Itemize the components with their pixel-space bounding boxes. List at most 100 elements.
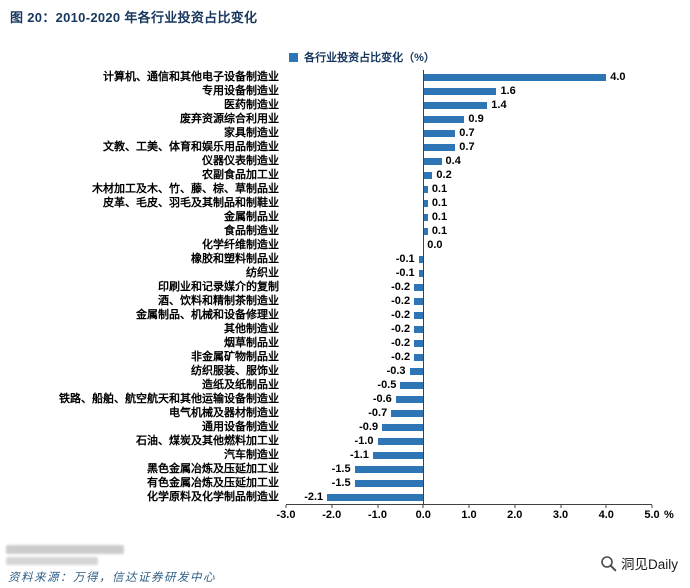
value-label: 0.7 [459, 127, 475, 139]
x-tick-mark [651, 505, 653, 508]
bar [414, 339, 424, 347]
x-tick-mark [560, 505, 561, 508]
category-label: 通用设备制造业 [202, 421, 279, 433]
category-label: 石油、煤炭及其他燃料加工业 [136, 435, 279, 447]
bar [423, 213, 428, 221]
bar-track: 0.2 [286, 168, 652, 182]
value-label: 4.0 [610, 71, 626, 83]
x-tick-mark [514, 505, 516, 508]
chart-row: 金属制品业 0.1 [0, 210, 690, 224]
bars-area: 计算机、通信和其他电子设备制造业 4.0 专用设备制造业 1.6 医药制造业 1.4 废弃资… [0, 70, 690, 504]
chart-row: 橡胶和塑料制品业 -0.1 [0, 252, 690, 266]
x-tick-label: 2.0 [507, 509, 523, 521]
bar [418, 255, 424, 263]
bar [409, 367, 424, 375]
value-label: 0.1 [431, 211, 448, 223]
value-label: -1.1 [349, 449, 369, 461]
value-label: -0.2 [391, 281, 411, 293]
category-label: 食品制造业 [224, 225, 279, 237]
bar-track: -1.5 [286, 476, 652, 490]
watermark-line [6, 545, 124, 554]
chart-row: 计算机、通信和其他电子设备制造业 4.0 [0, 70, 690, 84]
bar-track: -0.1 [286, 266, 652, 280]
chart-row: 专用设备制造业 1.6 [0, 84, 690, 98]
bar [414, 311, 424, 319]
bar [377, 437, 424, 445]
category-label: 仪器仪表制造业 [202, 155, 279, 167]
value-label: -1.0 [354, 435, 374, 447]
bar [423, 227, 428, 235]
category-label: 纺织业 [246, 267, 279, 279]
x-tick-mark [468, 505, 470, 508]
x-tick-label: -2.0 [322, 509, 342, 521]
legend-marker-icon [289, 52, 299, 62]
category-label: 专用设备制造业 [202, 85, 279, 97]
bar [327, 493, 424, 501]
bar-track: 0.7 [286, 140, 652, 154]
value-label: 0.1 [431, 225, 448, 237]
value-label: -0.2 [391, 351, 411, 363]
value-label: -1.5 [331, 477, 351, 489]
bar [418, 269, 424, 277]
x-tick-mark [422, 505, 424, 508]
value-label: -0.6 [372, 393, 392, 405]
x-tick-label: 4.0 [598, 509, 614, 521]
brand-badge: 洞见Daily [600, 553, 678, 573]
chart-row: 烟草制品业 -0.2 [0, 336, 690, 350]
bar [354, 465, 424, 473]
figure-title: 图 20：2010-2020 年各行业投资占比变化 [10, 10, 258, 25]
value-label: 0.0 [427, 239, 443, 251]
bar-track: 0.1 [286, 224, 652, 238]
bar-track: -1.0 [286, 434, 652, 448]
category-label: 木材加工及木、竹、藤、棕、草制品业 [92, 183, 279, 195]
illegible-watermark [6, 545, 124, 567]
bar [423, 73, 607, 81]
bar [372, 451, 424, 459]
category-label: 皮革、毛皮、羽毛及其制品和制鞋业 [103, 197, 279, 209]
category-label: 医药制造业 [224, 99, 279, 111]
value-label: -0.9 [359, 421, 379, 433]
value-label: -0.2 [391, 309, 411, 321]
bar-track: -0.7 [286, 406, 652, 420]
category-label: 铁路、船舶、航空航天和其他运输设备制造业 [59, 393, 279, 405]
chart-row: 废弃资源综合利用业 0.9 [0, 112, 690, 126]
x-axis: % -3.0 -2.0 -1.0 0.0 1.0 2.0 3.0 4.0 5.0 [277, 505, 674, 525]
bar-chart: 计算机、通信和其他电子设备制造业 4.0 专用设备制造业 1.6 医药制造业 1.4 废弃资… [0, 70, 690, 525]
bar [423, 157, 442, 165]
category-label: 家具制造业 [224, 127, 279, 139]
brand-name: 洞见Daily [620, 557, 678, 572]
value-label: -0.1 [395, 267, 415, 279]
value-label: 1.4 [491, 99, 507, 111]
chart-row: 家具制造业 0.7 [0, 126, 690, 140]
x-tick-label: 3.0 [552, 509, 569, 521]
bar-track: 0.7 [286, 126, 652, 140]
chart-row: 有色金属冶炼及压延加工业 -1.5 [0, 476, 690, 490]
bar [400, 381, 424, 389]
bar [395, 395, 424, 403]
magnifier-icon [601, 555, 617, 571]
category-label: 汽车制造业 [224, 449, 279, 461]
x-tick-mark [605, 505, 607, 508]
value-label: -0.1 [395, 253, 415, 265]
value-label: -2.1 [304, 491, 324, 503]
category-label: 有色金属冶炼及压延加工业 [147, 477, 279, 489]
bar [423, 199, 428, 207]
value-label: 0.1 [431, 183, 448, 195]
bar-track: -0.9 [286, 420, 652, 434]
chart-row: 造纸及纸制品业 -0.5 [0, 378, 690, 392]
chart-row: 黑色金属冶炼及压延加工业 -1.5 [0, 462, 690, 476]
chart-row: 非金属矿物制品业 -0.2 [0, 350, 690, 364]
value-label: -0.5 [377, 379, 397, 391]
category-label: 金属制品业 [224, 211, 279, 223]
chart-row: 医药制造业 1.4 [0, 98, 690, 112]
category-label: 文教、工美、体育和娱乐用品制造业 [103, 141, 279, 153]
category-label: 酒、饮料和精制茶制造业 [158, 295, 279, 307]
category-label: 纺织服装、服饰业 [191, 365, 279, 377]
value-label: 0.2 [436, 169, 452, 181]
bar-track: 0.1 [286, 182, 652, 196]
x-tick-label: 1.0 [461, 509, 477, 521]
chart-row: 通用设备制造业 -0.9 [0, 420, 690, 434]
value-label: -1.5 [331, 463, 351, 475]
bar-track: -0.2 [286, 350, 652, 364]
category-label: 造纸及纸制品业 [202, 379, 279, 391]
